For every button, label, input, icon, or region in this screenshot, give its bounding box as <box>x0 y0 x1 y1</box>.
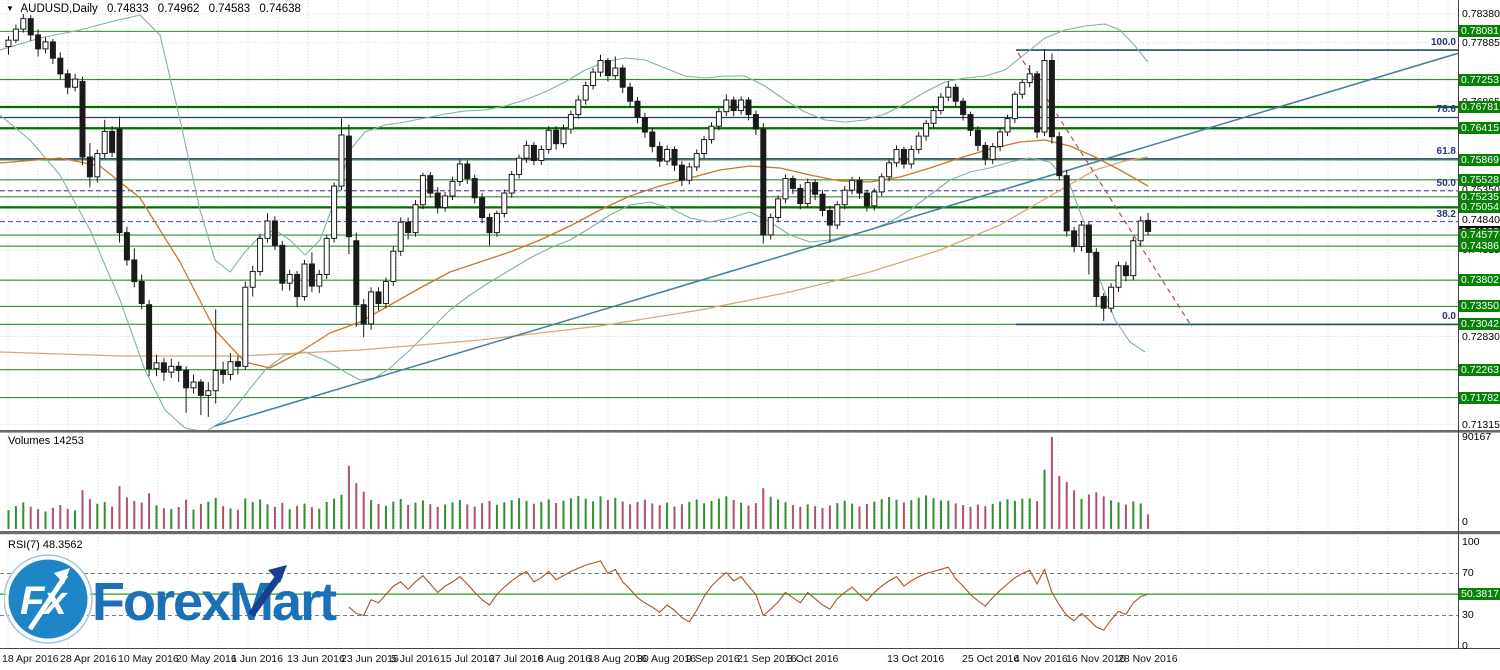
price-axis-label: 0.71315 <box>1462 418 1500 431</box>
price-level-tag: 0.75528 <box>1459 173 1500 186</box>
rsi-indicator-label: RSI(7) 48.3562 <box>8 539 83 551</box>
date-axis-label: 23 Jun 2016 <box>341 653 399 665</box>
date-axis-label: 15 Jul 2016 <box>440 653 495 665</box>
date-axis-label: 9 Sep 2016 <box>686 653 740 665</box>
fib-level-label: 0.0 <box>1442 311 1456 323</box>
date-axis-label: 18 Aug 2016 <box>588 653 647 665</box>
date-axis-label: 25 Oct 2016 <box>962 653 1020 665</box>
date-axis-label: 28 Nov 2016 <box>1118 653 1178 665</box>
price-level-tag: 0.75869 <box>1459 153 1500 166</box>
rsi-scale-label: 30 <box>1462 609 1474 621</box>
ohlc-close: 0.74638 <box>259 3 301 15</box>
symbol-dropdown-icon[interactable]: ▼ <box>6 4 14 13</box>
fib-level-label: 100.0 <box>1430 37 1456 49</box>
logo-outer-ring <box>4 554 93 644</box>
fib-level-label: 50.0 <box>1436 177 1456 189</box>
rsi-level-tag: 50.3817 <box>1459 588 1500 600</box>
date-axis-label: 21 Sep 2016 <box>737 653 797 665</box>
forexmart-logo: Fx ForexMart <box>4 554 339 644</box>
price-level-tag: 0.71782 <box>1459 391 1500 404</box>
date-axis-label: 20 May 2016 <box>176 653 237 665</box>
fib-level-label: 61.8 <box>1436 145 1456 157</box>
price-level-tag: 0.73042 <box>1459 318 1500 331</box>
date-axis-label: 28 Apr 2016 <box>60 653 117 665</box>
volume-scale-label: 90167 <box>1462 431 1492 443</box>
logo-m-arrow-icon <box>248 565 287 618</box>
price-level-tag: 0.73350 <box>1459 300 1500 313</box>
price-level-tag: 0.72263 <box>1459 363 1500 376</box>
date-axis-label: 13 Jun 2016 <box>287 653 345 665</box>
price-level-tag: 0.76415 <box>1459 122 1500 135</box>
rsi-scale-label: 100 <box>1462 536 1480 548</box>
date-axis-label: 16 Nov 2016 <box>1066 653 1126 665</box>
price-axis-label: 0.72830 <box>1462 330 1500 343</box>
price-axis-label: 0.74840 <box>1462 213 1500 226</box>
ohlc-low: 0.74583 <box>208 3 251 15</box>
price-level-tag: 0.78081 <box>1459 25 1500 38</box>
price-level-tag: 0.75054 <box>1459 201 1500 214</box>
date-axis-label: 3 Oct 2016 <box>787 653 839 665</box>
price-level-tag: 0.73802 <box>1459 274 1500 287</box>
date-axis-label: 30 Aug 2016 <box>637 653 696 665</box>
ohlc-high: 0.74962 <box>157 3 200 15</box>
logo-arrow-icon <box>27 568 70 631</box>
price-level-tag: 0.74386 <box>1459 240 1500 253</box>
ohlc-open: 0.74833 <box>107 3 149 15</box>
date-axis-label: 13 Oct 2016 <box>887 653 945 665</box>
date-axis-label: 10 May 2016 <box>118 653 179 665</box>
price-level-tag: 0.75235 <box>1459 190 1500 203</box>
date-axis-label: 8 Aug 2016 <box>538 653 592 665</box>
symbol-period-label: AUDUSD,Daily <box>20 3 98 15</box>
volume-scale-label: 0 <box>1462 516 1468 528</box>
fib-level-label: 78.6 <box>1436 104 1456 116</box>
date-axis-label: 18 Apr 2016 <box>2 653 59 665</box>
rsi-scale-label: 70 <box>1462 567 1474 579</box>
chart-header: ▼ AUDUSD,Daily 0.74833 0.74962 0.74583 0… <box>6 3 307 15</box>
price-level-tag: 0.74577 <box>1459 229 1500 242</box>
logo-wordmark: ForexMart <box>92 572 337 632</box>
date-axis-label: 1 Jun 2016 <box>231 653 283 665</box>
date-axis-label: 5 Jul 2016 <box>391 653 440 665</box>
volume-indicator-label: Volumes 14253 <box>8 435 84 447</box>
price-axis-label: 0.78380 <box>1462 8 1500 20</box>
price-level-tag: 0.76781 <box>1459 100 1500 113</box>
rsi-scale-label: 0 <box>1462 640 1468 652</box>
price-level-tag: 0.77253 <box>1459 73 1500 86</box>
fib-level-label: 38.2 <box>1436 208 1456 220</box>
date-axis-label: 4 Nov 2016 <box>1014 653 1068 665</box>
price-axis-label: 0.77885 <box>1462 36 1500 49</box>
date-axis-label: 27 Jul 2016 <box>489 653 544 665</box>
